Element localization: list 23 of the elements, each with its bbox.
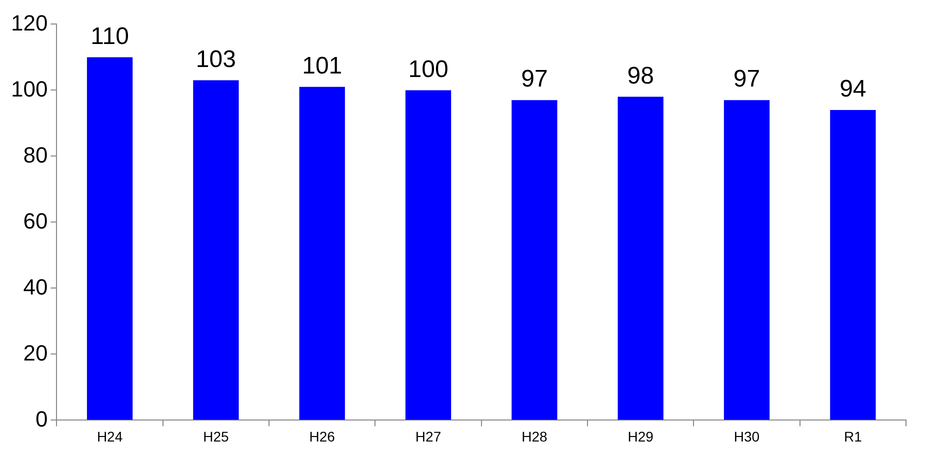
x-tick-label: H30	[734, 428, 760, 444]
data-label: 94	[840, 76, 866, 103]
x-tick-label: H27	[415, 428, 442, 444]
data-label: 97	[733, 66, 760, 93]
x-tick-label: H26	[309, 428, 336, 444]
data-label: 103	[196, 46, 236, 73]
x-tick-label: H24	[96, 428, 123, 444]
x-tick-label: H29	[628, 428, 654, 444]
data-label: 97	[521, 66, 548, 93]
y-tick-label: 20	[23, 340, 48, 366]
y-tick-label: 60	[23, 208, 48, 234]
data-label: 110	[90, 22, 129, 50]
data-label: 98	[627, 62, 654, 90]
x-tick-label: H28	[522, 428, 548, 444]
x-tick-label: H25	[203, 428, 229, 444]
y-tick-label: 100	[10, 76, 48, 102]
x-tick-label: R1	[844, 428, 862, 444]
y-tick-label: 40	[23, 274, 48, 300]
y-tick-label: 120	[10, 10, 48, 36]
y-tick-label: 80	[23, 142, 48, 168]
data-label: 100	[408, 56, 448, 83]
data-label: 101	[302, 52, 342, 80]
y-tick-label: 0	[35, 406, 48, 432]
